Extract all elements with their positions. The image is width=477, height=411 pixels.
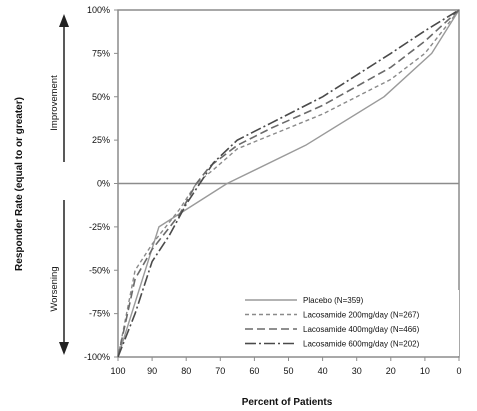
series-lines: [117, 9, 460, 358]
x-tick-label: 10: [420, 366, 430, 376]
y-axis-title: Responder Rate (equal to or greater): [14, 97, 25, 271]
worsening-arrow-head: [59, 342, 69, 355]
series-line-0: [117, 9, 460, 358]
legend-label-1: Lacosamide 200mg/day (N=267): [303, 311, 420, 320]
x-tick-label: 50: [283, 366, 293, 376]
x-tick-label: 40: [318, 366, 328, 376]
legend-label-2: Lacosamide 400mg/day (N=466): [303, 325, 420, 334]
y-tick-label: -75%: [89, 309, 110, 319]
series-line-1: [117, 9, 460, 358]
legend-background: [241, 290, 459, 356]
y-tick-label: 25%: [92, 135, 110, 145]
y-tick-label: 100%: [87, 5, 110, 15]
axis-ticks: 100 90 80 70 60 50 40 30 20 10 0100%75%50%25%0%-25…: [84, 5, 462, 376]
x-tick-label: 60: [249, 366, 259, 376]
x-tick-label: 0: [456, 366, 461, 376]
legend-label-3: Lacosamide 600mg/day (N=202): [303, 340, 420, 349]
y-tick-label: 50%: [92, 92, 110, 102]
x-tick-label: 90: [147, 366, 157, 376]
legend: Placebo (N=359) Lacosamide 200mg/day (N=2…: [241, 290, 459, 356]
x-tick-label: 80: [181, 366, 191, 376]
improvement-label: Improvement: [49, 75, 60, 131]
x-tick-label: 20: [386, 366, 396, 376]
series-line-2: [117, 9, 460, 358]
y-tick-label: -50%: [89, 265, 110, 275]
worsening-label: Worsening: [49, 266, 60, 311]
legend-label-0: Placebo (N=359): [303, 296, 364, 305]
y-tick-label: 75%: [92, 48, 110, 58]
side-annotations: Improvement Worsening: [49, 14, 69, 355]
series-line-3: [117, 9, 460, 358]
x-tick-label: 70: [215, 366, 225, 376]
y-tick-label: -100%: [84, 352, 110, 362]
improvement-arrow-head: [59, 14, 69, 27]
x-tick-label: 30: [352, 366, 362, 376]
x-tick-label: 100: [110, 366, 125, 376]
y-tick-label: -25%: [89, 222, 110, 232]
x-axis-title: Percent of Patients: [242, 397, 333, 408]
y-tick-label: 0%: [97, 179, 110, 189]
